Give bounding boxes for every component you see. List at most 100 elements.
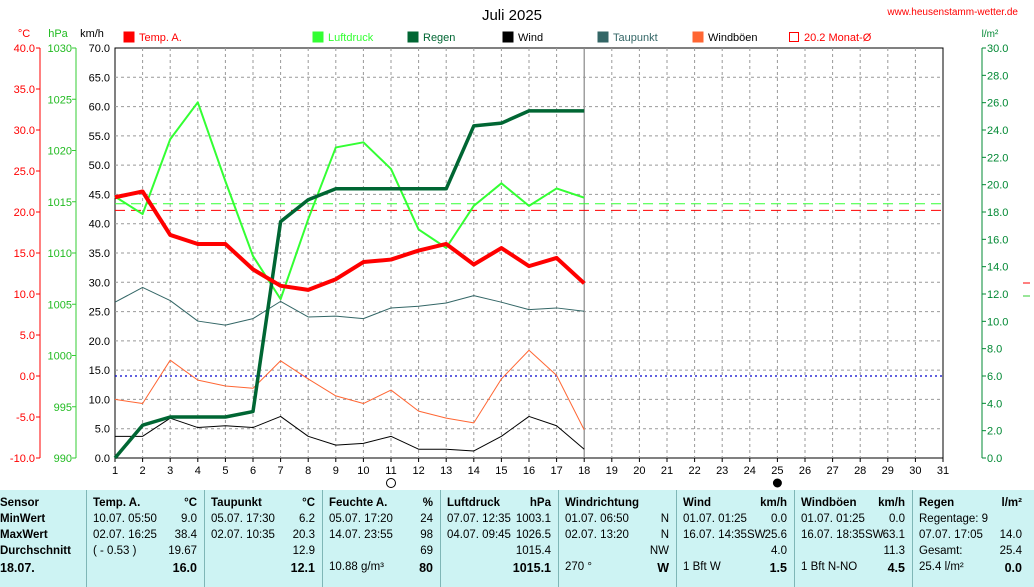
x-tick-label: 6: [250, 465, 256, 477]
stat-header: Temp. A.: [93, 497, 141, 509]
rain-tick-label: 18.0: [987, 207, 1008, 219]
rain-tick-label: 12.0: [987, 289, 1008, 301]
stat-value: 4.5: [887, 561, 905, 575]
full-moon-marker: [772, 478, 782, 488]
temp-tick-label: 35.0: [14, 84, 35, 96]
column-separator: [794, 490, 795, 587]
weather-chart: 1 2 3 4 5 6 7 8 9 10 11 12 13 14 15 16 17 18 19 20 21 22 23 24 2…: [10, 7, 1030, 488]
series-line-temp-a: [114, 189, 586, 292]
stat-value: 98: [420, 529, 433, 541]
rain-tick-label: 0.0: [987, 453, 1002, 465]
stat-header: Regen: [919, 497, 955, 509]
press-tick-label: 1000: [48, 351, 72, 363]
stat-value: 25.6: [764, 529, 787, 541]
stat-label: ( - 0.53 ): [93, 545, 137, 557]
series-line-luftdruck: [114, 101, 585, 301]
column-separator: [558, 490, 559, 587]
new-moon-marker: [386, 478, 396, 488]
x-tick-label: 3: [167, 465, 173, 477]
column-separator: [322, 490, 323, 587]
rain-tick-label: 28.0: [987, 70, 1008, 82]
wind-tick-label: 60.0: [89, 102, 110, 114]
temp-unit-label: °C: [18, 28, 30, 40]
stat-value: 14.0: [999, 529, 1022, 541]
stat-label: 01.07. 01:25: [683, 513, 747, 525]
rain-tick-label: 30.0: [987, 43, 1008, 55]
legend-swatch: [218, 32, 228, 42]
stat-unit: %: [422, 497, 433, 509]
stat-header: Windrichtung: [565, 497, 639, 509]
wind-tick-label: 70.0: [89, 43, 110, 55]
stat-unit: °C: [184, 497, 197, 509]
temp-tick-label: 30.0: [14, 125, 35, 137]
legend-label: Windböen: [708, 32, 758, 44]
rain-tick-label: 26.0: [987, 98, 1008, 110]
row-label-avg: Durchschnitt: [0, 545, 71, 557]
stat-unit: hPa: [529, 497, 551, 509]
row-label-sensor: Sensor: [0, 497, 39, 509]
stat-column: Windböen km/h 01.07. 01:25 0.0 16.07. 18:35S…: [801, 490, 905, 587]
legend-label: Wind: [518, 32, 543, 44]
rain-tick-label: 2.0: [987, 426, 1002, 438]
stat-header: Taupunkt: [211, 497, 262, 509]
wind-tick-label: 45.0: [89, 189, 110, 201]
chart-grid: [114, 47, 944, 459]
stat-column: Temp. A. °C 10.07. 05:50 9.0 02.07. 16:25 38.…: [93, 490, 197, 587]
chart-title: Juli 2025: [482, 7, 542, 24]
stat-value: 12.9: [292, 545, 315, 557]
stat-label: Regentage: 9: [919, 513, 989, 525]
x-tick-label: 15: [495, 465, 507, 477]
statistics-panel: Sensor MinWert MaxWert Durchschnitt 18.0…: [0, 490, 1034, 587]
x-tick-label: 30: [909, 465, 921, 477]
wind-tick-label: 35.0: [89, 248, 110, 260]
press-tick-label: 1010: [48, 248, 72, 260]
x-tick-label: 9: [333, 465, 339, 477]
legend-label: Taupunkt: [613, 32, 658, 44]
press-tick-label: 995: [54, 402, 72, 414]
x-tick-label: 4: [195, 465, 201, 477]
wind-tick-label: 50.0: [89, 160, 110, 172]
x-tick-label: 23: [716, 465, 728, 477]
stat-header: Feuchte A.: [329, 497, 388, 509]
wind-unit-label: km/h: [80, 28, 104, 40]
stat-value: 25.4: [999, 545, 1022, 557]
legend-swatch: [123, 31, 135, 43]
column-separator: [676, 490, 677, 587]
stat-unit: km/h: [878, 497, 905, 509]
stat-label: 1 Bft N-NO: [801, 561, 858, 573]
x-tick-label: 1: [112, 465, 118, 477]
x-tick-label: 5: [222, 465, 228, 477]
legend-label: Regen: [423, 32, 455, 44]
chart-series: [113, 101, 586, 460]
stat-unit: km/h: [760, 497, 787, 509]
site-url[interactable]: www.heusenstamm-wetter.de: [886, 7, 1018, 18]
stat-label: 05.07. 17:20: [329, 513, 393, 525]
stat-value: 6.2: [299, 513, 315, 525]
stat-value: 1003.1: [515, 513, 551, 525]
stat-value: N: [660, 529, 669, 541]
stat-column: Luftdruck hPa 07.07. 12:35 1003.1 04.07. 09:…: [447, 490, 551, 587]
stat-unit: l/m²: [1001, 497, 1022, 509]
temp-tick-label: 0.0: [20, 371, 35, 383]
rain-tick-label: 14.0: [987, 262, 1008, 274]
temp-tick-label: 40.0: [14, 43, 35, 55]
stat-label: 10.88 g/m³: [329, 561, 384, 573]
stat-value: 0.0: [889, 513, 905, 525]
stat-column: Feuchte A.% 05.07. 17:20 24 14.07. 23:55 98 6…: [329, 490, 433, 587]
stat-value: 11.3: [883, 545, 905, 557]
wind-tick-label: 65.0: [89, 72, 110, 84]
rain-tick-label: 24.0: [987, 125, 1008, 137]
stat-value: 1015.4: [515, 545, 551, 557]
stat-value: 1026.5: [515, 529, 551, 541]
legend-swatch: [789, 32, 799, 42]
chart-axes: 1 2 3 4 5 6 7 8 9 10 11 12 13 14 15 16 17 18 19 20 21 22 23 24 2…: [10, 43, 1030, 488]
wind-tick-label: 40.0: [89, 219, 110, 231]
stat-value: N: [660, 513, 669, 525]
x-tick-label: 29: [882, 465, 894, 477]
stat-header: Windböen: [801, 497, 857, 509]
stat-value: 24: [420, 513, 433, 525]
rain-tick-label: 4.0: [987, 398, 1002, 410]
stat-label: 16.07. 18:35SW: [801, 529, 884, 541]
series-line-regen: [113, 109, 585, 460]
series-line-windb-en: [114, 349, 585, 431]
